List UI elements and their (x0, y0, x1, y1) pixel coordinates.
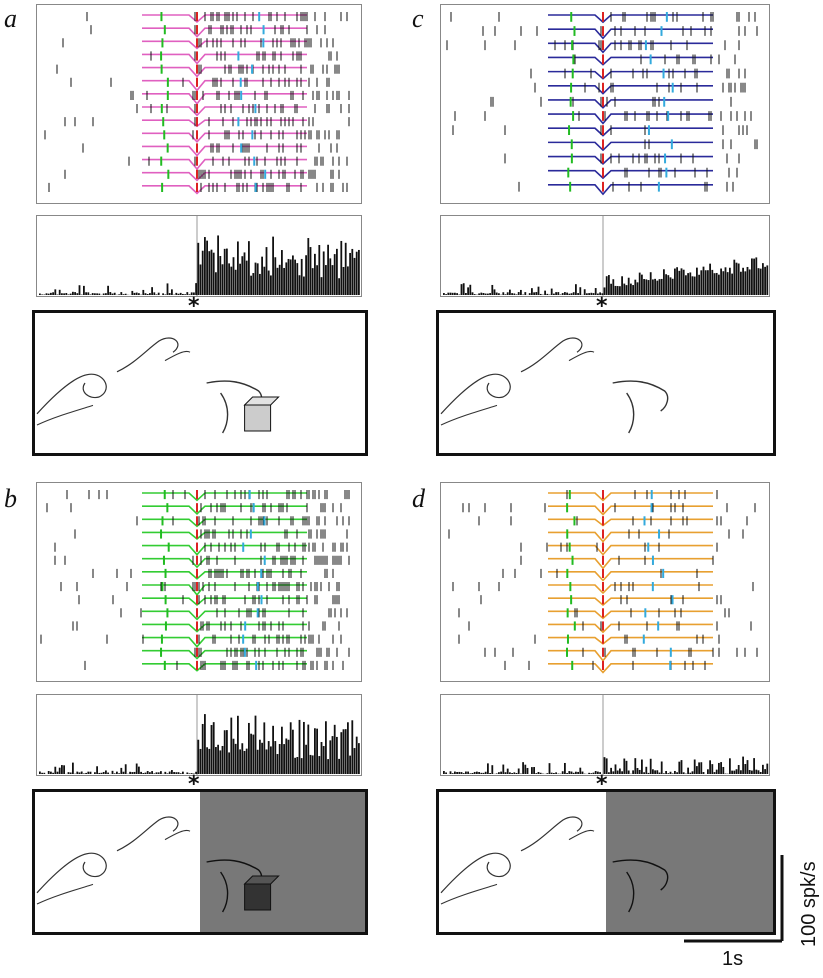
histogram-d (440, 694, 770, 776)
scene-illustration-a (32, 310, 368, 456)
alignment-star-d: * (596, 772, 608, 797)
raster-plot-a (36, 4, 362, 204)
panel-letter-a: a (4, 4, 17, 33)
scene-illustration-c (436, 310, 776, 456)
histogram-b (36, 694, 362, 776)
scale-rate-label: 100 spk/s (798, 861, 820, 947)
panel-letter-b: b (4, 484, 17, 513)
scale-time-label: 1s (722, 948, 744, 970)
panel-letter-d: d (412, 484, 425, 513)
scene-illustration-d (436, 789, 776, 935)
raster-plot-b (36, 482, 362, 682)
scene-illustration-b (32, 789, 368, 935)
histogram-a (36, 215, 362, 297)
alignment-star-a: * (188, 294, 200, 319)
alignment-star-b: * (188, 772, 200, 797)
alignment-star-c: * (596, 294, 608, 319)
panel-letter-c: c (412, 4, 424, 33)
raster-plot-d (440, 482, 770, 682)
raster-plot-c (440, 4, 770, 204)
histogram-c (440, 215, 770, 297)
